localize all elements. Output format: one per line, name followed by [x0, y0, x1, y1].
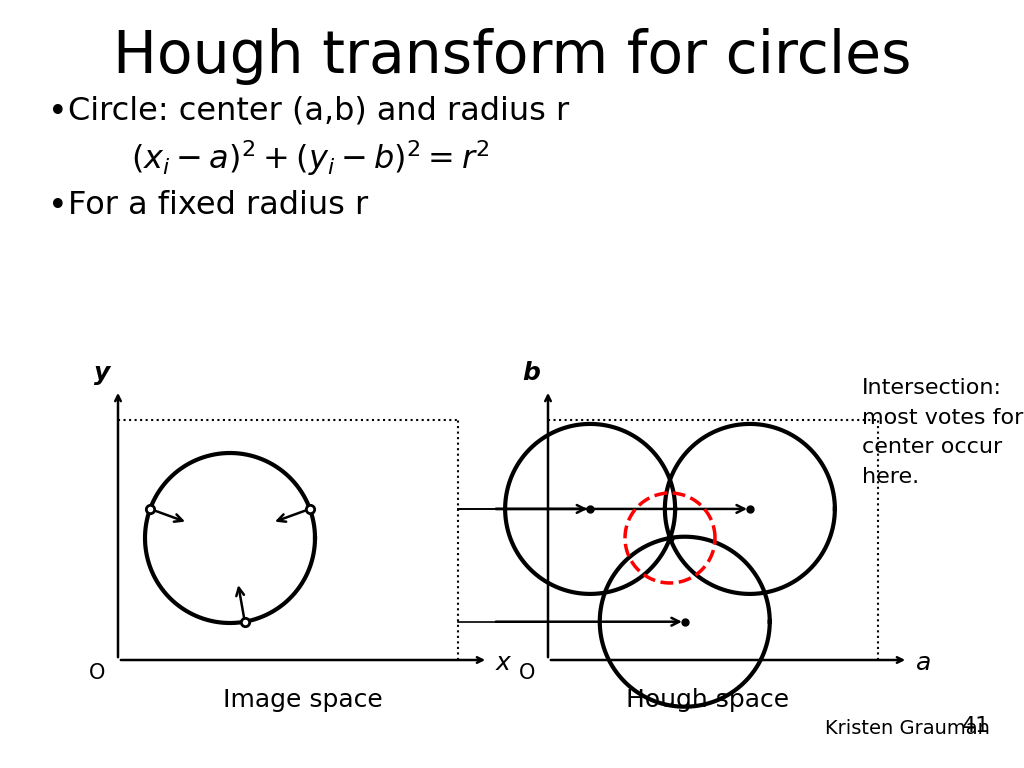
Text: 41: 41 [962, 716, 990, 736]
Text: Hough space: Hough space [627, 688, 790, 712]
Text: Kristen Grauman: Kristen Grauman [825, 719, 990, 738]
Text: Intersection:
most votes for
center occur
here.: Intersection: most votes for center occu… [862, 378, 1023, 487]
Text: Image space: Image space [223, 688, 383, 712]
Text: Hough transform for circles: Hough transform for circles [113, 28, 911, 85]
Text: x: x [496, 651, 511, 675]
Text: y: y [94, 361, 110, 385]
Text: O: O [89, 663, 105, 683]
Text: O: O [518, 663, 535, 683]
Text: Circle: center (a,b) and radius r: Circle: center (a,b) and radius r [68, 96, 569, 127]
Text: b: b [522, 361, 540, 385]
Text: a: a [916, 651, 932, 675]
Text: •: • [48, 96, 68, 129]
Text: For a fixed radius r: For a fixed radius r [68, 190, 369, 221]
Text: $(x_i-a)^2+(y_i-b)^2=r^2$: $(x_i-a)^2+(y_i-b)^2=r^2$ [131, 138, 489, 177]
Text: •: • [48, 190, 68, 223]
